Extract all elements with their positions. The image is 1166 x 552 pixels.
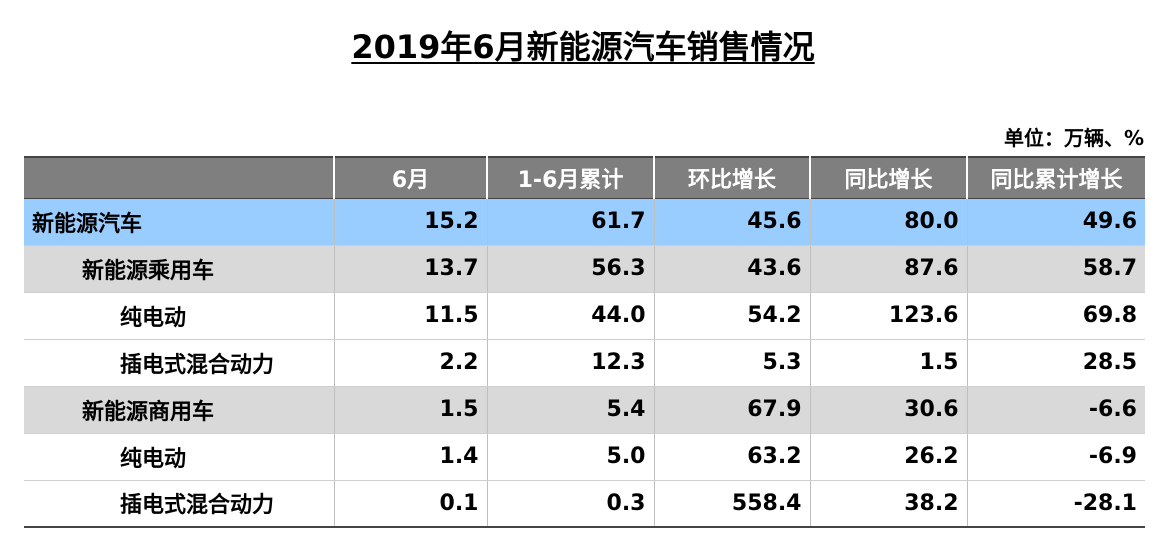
cell-ytd: 44.0 bbox=[487, 292, 655, 340]
cell-mom: 54.2 bbox=[654, 292, 811, 340]
cell-mom: 67.9 bbox=[654, 386, 811, 434]
cell-june: 11.5 bbox=[334, 292, 488, 340]
cell-mom: 43.6 bbox=[654, 245, 811, 293]
header-cell-yoy: 同比增长 bbox=[810, 156, 968, 199]
cell-ytd-yoy: 69.8 bbox=[967, 292, 1145, 340]
row-label: 新能源商用车 bbox=[24, 386, 335, 434]
cell-june: 15.2 bbox=[334, 198, 488, 246]
row-label: 纯电动 bbox=[24, 292, 335, 340]
cell-yoy: 26.2 bbox=[810, 433, 968, 481]
cell-ytd: 56.3 bbox=[487, 245, 655, 293]
row-label: 插电式混合动力 bbox=[24, 480, 335, 528]
cell-yoy: 30.6 bbox=[810, 386, 968, 434]
table-row: 纯电动 1.4 5.0 63.2 26.2 -6.9 bbox=[24, 433, 1145, 481]
cell-yoy: 1.5 bbox=[810, 339, 968, 387]
header-cell-ytd: 1-6月累计 bbox=[487, 156, 655, 199]
row-label: 新能源乘用车 bbox=[24, 245, 335, 293]
cell-mom: 5.3 bbox=[654, 339, 811, 387]
table-row: 插电式混合动力 0.1 0.3 558.4 38.2 -28.1 bbox=[24, 480, 1145, 528]
header-cell-ytd-yoy: 同比累计增长 bbox=[967, 156, 1145, 199]
table-header-row: 6月 1-6月累计 环比增长 同比增长 同比累计增长 bbox=[24, 156, 1145, 199]
cell-ytd-yoy: -6.6 bbox=[967, 386, 1145, 434]
cell-yoy: 80.0 bbox=[810, 198, 968, 246]
cell-ytd-yoy: 28.5 bbox=[967, 339, 1145, 387]
cell-june: 2.2 bbox=[334, 339, 488, 387]
cell-ytd-yoy: 58.7 bbox=[967, 245, 1145, 293]
cell-ytd: 12.3 bbox=[487, 339, 655, 387]
cell-ytd-yoy: -28.1 bbox=[967, 480, 1145, 528]
row-label: 纯电动 bbox=[24, 433, 335, 481]
cell-june: 13.7 bbox=[334, 245, 488, 293]
table-row: 新能源汽车 15.2 61.7 45.6 80.0 49.6 bbox=[24, 198, 1145, 246]
row-label: 插电式混合动力 bbox=[24, 339, 335, 387]
cell-ytd: 61.7 bbox=[487, 198, 655, 246]
cell-mom: 558.4 bbox=[654, 480, 811, 528]
sales-table: 6月 1-6月累计 环比增长 同比增长 同比累计增长 新能源汽车 15.2 61… bbox=[24, 156, 1145, 528]
header-cell-mom: 环比增长 bbox=[654, 156, 811, 199]
table-row: 插电式混合动力 2.2 12.3 5.3 1.5 28.5 bbox=[24, 339, 1145, 387]
cell-mom: 63.2 bbox=[654, 433, 811, 481]
header-cell-june: 6月 bbox=[334, 156, 488, 199]
cell-june: 1.4 bbox=[334, 433, 488, 481]
cell-mom: 45.6 bbox=[654, 198, 811, 246]
cell-yoy: 87.6 bbox=[810, 245, 968, 293]
cell-yoy: 123.6 bbox=[810, 292, 968, 340]
table-row: 新能源商用车 1.5 5.4 67.9 30.6 -6.6 bbox=[24, 386, 1145, 434]
header-cell-category bbox=[24, 156, 335, 199]
cell-ytd: 0.3 bbox=[487, 480, 655, 528]
table-row: 纯电动 11.5 44.0 54.2 123.6 69.8 bbox=[24, 292, 1145, 340]
title-text: 2019年6月新能源汽车销售情况 bbox=[351, 28, 815, 66]
row-label: 新能源汽车 bbox=[24, 198, 335, 246]
cell-june: 0.1 bbox=[334, 480, 488, 528]
cell-ytd-yoy: -6.9 bbox=[967, 433, 1145, 481]
cell-ytd: 5.4 bbox=[487, 386, 655, 434]
cell-ytd: 5.0 bbox=[487, 433, 655, 481]
cell-june: 1.5 bbox=[334, 386, 488, 434]
cell-yoy: 38.2 bbox=[810, 480, 968, 528]
cell-ytd-yoy: 49.6 bbox=[967, 198, 1145, 246]
document-title: 2019年6月新能源汽车销售情况 bbox=[0, 22, 1166, 68]
unit-label: 单位：万辆、% bbox=[1003, 126, 1144, 150]
table-row: 新能源乘用车 13.7 56.3 43.6 87.6 58.7 bbox=[24, 245, 1145, 293]
